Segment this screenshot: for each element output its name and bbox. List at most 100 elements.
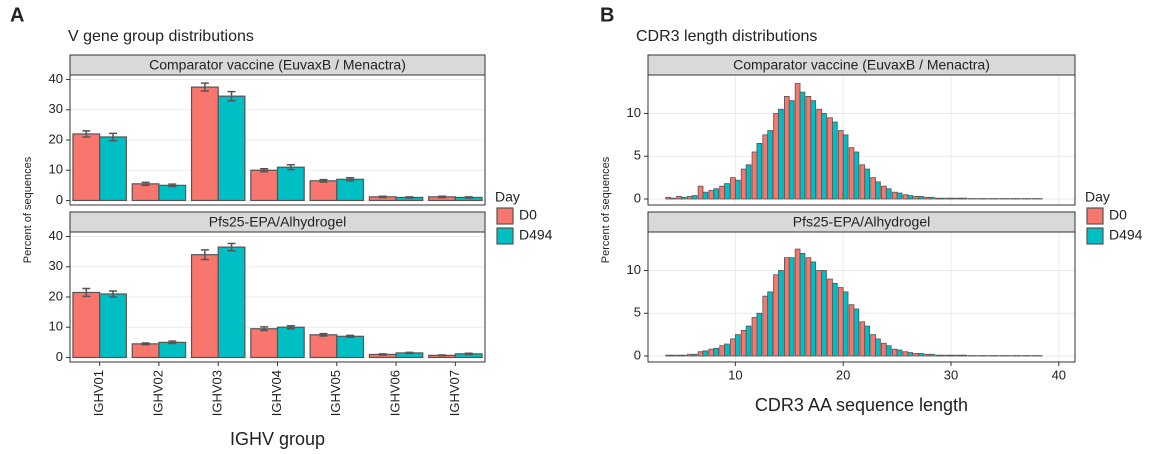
bar xyxy=(762,295,769,357)
x-tick-label: IGHV06 xyxy=(388,370,403,416)
bar xyxy=(691,353,698,357)
error-bar xyxy=(378,353,387,356)
bar xyxy=(870,177,876,200)
error-bar xyxy=(464,352,473,356)
legend-swatch xyxy=(1086,207,1104,225)
bar xyxy=(99,293,127,359)
bar xyxy=(939,197,946,200)
bar xyxy=(924,196,930,200)
y-tick-label: 0 xyxy=(634,190,641,205)
bar xyxy=(853,151,860,200)
bar xyxy=(831,121,838,200)
bar xyxy=(784,257,790,357)
bar xyxy=(961,354,968,357)
bar xyxy=(907,195,914,200)
panel-border xyxy=(647,74,1076,206)
bar xyxy=(810,261,817,357)
bar xyxy=(881,185,887,200)
legend-swatch xyxy=(496,207,514,225)
bar xyxy=(773,113,779,200)
bar xyxy=(676,196,682,200)
panel-border xyxy=(69,74,486,206)
chart-title: V gene group distributions xyxy=(68,28,254,45)
x-tick-label: 10 xyxy=(728,367,742,382)
error-bar xyxy=(108,132,117,142)
error-bar xyxy=(227,242,236,252)
bar xyxy=(745,325,752,357)
bar xyxy=(913,353,920,357)
y-tick-label: 0 xyxy=(56,349,63,364)
bar xyxy=(885,345,892,357)
bar xyxy=(896,349,903,357)
strip-label: Comparator vaccine (EuvaxB / Menactra) xyxy=(733,57,990,73)
bar xyxy=(686,196,693,200)
bar xyxy=(794,83,801,200)
bar xyxy=(842,134,849,200)
x-tick-label: 30 xyxy=(944,367,958,382)
y-tick-label: 10 xyxy=(49,162,63,177)
bar xyxy=(190,254,219,359)
bar xyxy=(788,257,795,357)
bar xyxy=(99,136,127,202)
bar xyxy=(778,108,784,200)
bar xyxy=(837,287,844,357)
x-tick-label: 40 xyxy=(1052,367,1066,382)
bar xyxy=(217,95,246,202)
y-tick-label: 30 xyxy=(49,258,63,273)
bar xyxy=(827,278,833,357)
bar xyxy=(72,291,101,359)
panel-label: A xyxy=(10,4,24,26)
y-axis-label: Percent of sequences xyxy=(22,156,34,263)
error-bar xyxy=(319,332,328,337)
bar xyxy=(697,351,704,357)
bar xyxy=(907,352,914,357)
error-bar xyxy=(438,195,447,199)
x-axis-label: CDR3 AA sequence length xyxy=(755,395,968,415)
bar xyxy=(217,246,246,359)
bar xyxy=(702,191,709,200)
bar xyxy=(734,334,741,357)
bar xyxy=(276,326,305,359)
bar xyxy=(697,185,704,200)
bar xyxy=(896,192,903,200)
bar xyxy=(158,341,187,359)
bar xyxy=(724,343,730,357)
bar xyxy=(670,197,676,200)
y-tick-label: 5 xyxy=(634,148,641,163)
bar xyxy=(730,177,736,200)
y-tick-label: 30 xyxy=(49,101,63,116)
error-bar xyxy=(200,82,209,92)
bar xyxy=(848,147,855,200)
y-tick-label: 10 xyxy=(627,105,641,120)
bar xyxy=(670,354,676,357)
y-tick-label: 5 xyxy=(634,305,641,320)
bar xyxy=(773,274,779,357)
bar xyxy=(702,350,709,357)
error-bar xyxy=(346,177,355,182)
bar xyxy=(929,196,935,200)
bar xyxy=(719,345,725,357)
bar xyxy=(250,328,279,359)
error-bar xyxy=(108,290,117,298)
bar xyxy=(756,143,763,200)
bar xyxy=(336,178,365,202)
bar xyxy=(805,257,812,357)
bar xyxy=(681,354,687,357)
y-tick-label: 10 xyxy=(627,262,641,277)
legend-title: Day xyxy=(1085,189,1110,205)
bar xyxy=(837,130,844,200)
error-bar xyxy=(168,183,177,188)
bar xyxy=(859,321,866,357)
bar xyxy=(751,317,758,357)
bar xyxy=(190,86,219,202)
bar xyxy=(859,164,866,200)
bar xyxy=(713,188,720,200)
bar xyxy=(691,195,698,200)
legend-label: D0 xyxy=(1109,207,1127,223)
bar xyxy=(788,100,795,200)
legend-label: D494 xyxy=(519,227,553,243)
bar xyxy=(309,334,338,359)
bar xyxy=(816,270,823,357)
bar xyxy=(864,325,870,357)
